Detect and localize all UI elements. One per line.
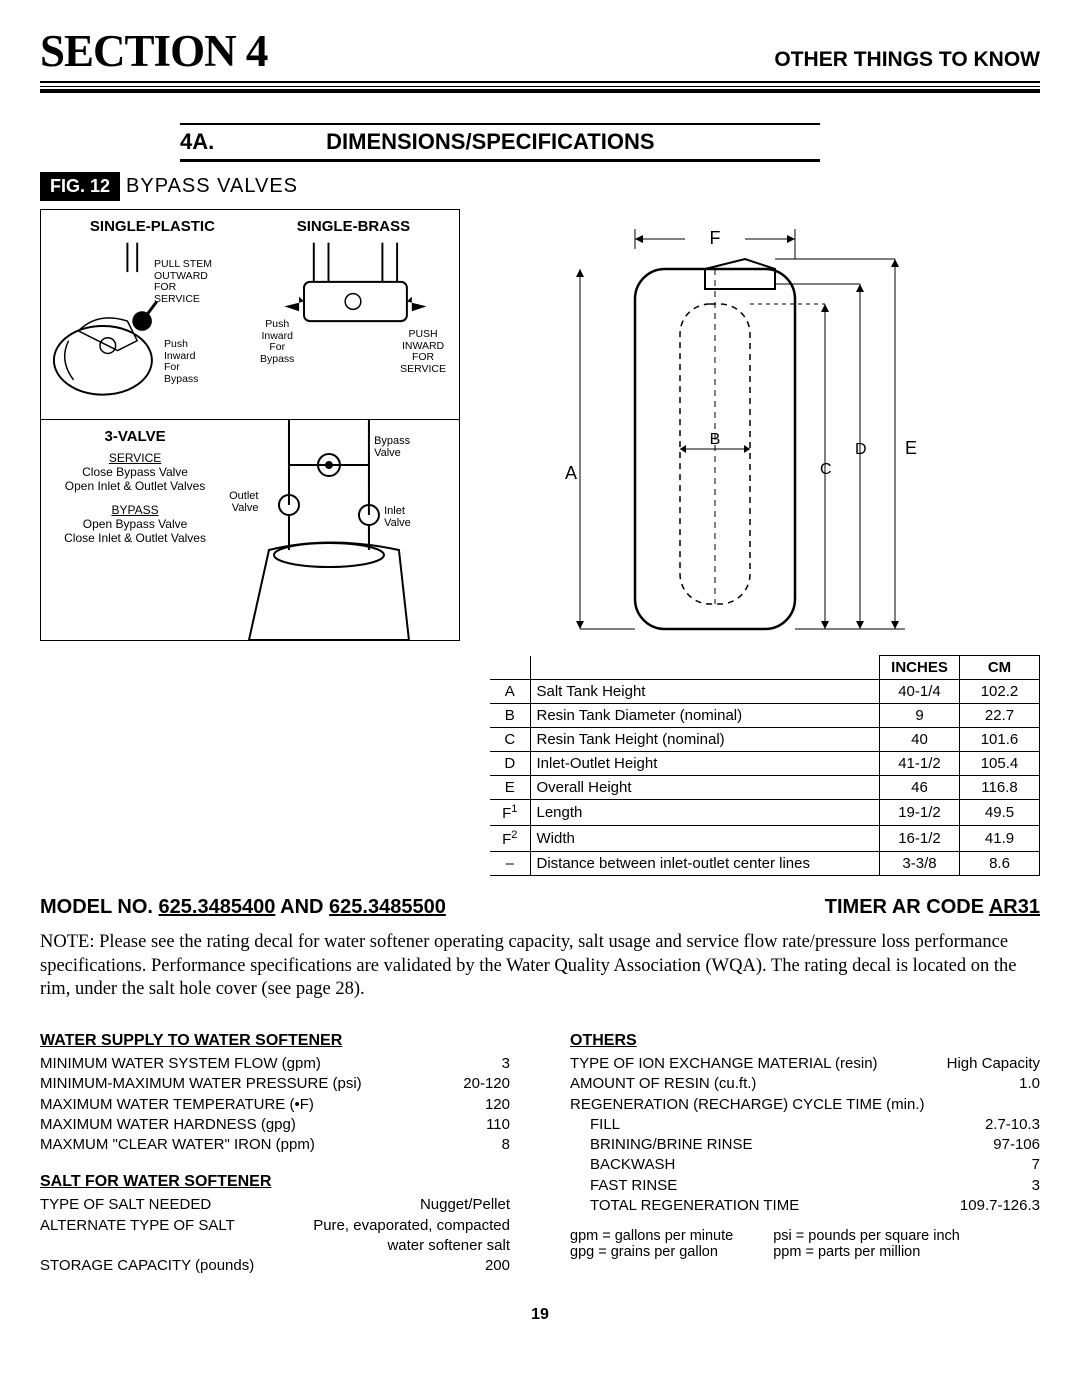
salt-head: SALT FOR WATER SOFTENER <box>40 1173 510 1191</box>
legend-gpg: gpg = grains per gallon <box>570 1244 733 1260</box>
single-plastic-title: SINGLE-PLASTIC <box>90 218 215 235</box>
model-row: MODEL NO. 625.3485400 AND 625.3485500 TI… <box>40 896 1040 919</box>
dimensions-column: F B A <box>490 209 1040 876</box>
single-plastic-diagram: PULL STEM OUTWARD FOR SERVICE Push Inwar… <box>49 241 245 411</box>
spec-row: TYPE OF ION EXCHANGE MATERIAL (resin)Hig… <box>570 1054 1040 1074</box>
figure-label: FIG. 12 <box>40 172 120 201</box>
model-numbers: MODEL NO. 625.3485400 AND 625.3485500 <box>40 896 446 919</box>
specifications: WATER SUPPLY TO WATER SOFTENER MINIMUM W… <box>40 1024 1040 1276</box>
svg-text:D: D <box>855 441 867 458</box>
three-valve-diagram: Bypass Valve Outlet Valve Inlet Valve <box>229 420 459 640</box>
spec-row: AMOUNT OF RESIN (cu.ft.)1.0 <box>570 1074 1040 1094</box>
brass-push-bypass-label: Push Inward For Bypass <box>260 319 294 365</box>
three-valve-title: 3-VALVE <box>49 428 221 445</box>
dim-f-letter: F <box>710 228 721 248</box>
timer-code: TIMER AR CODE AR31 <box>825 896 1040 919</box>
col-cm: CM <box>960 656 1040 680</box>
subsection-title: DIMENSIONS/SPECIFICATIONS <box>326 129 654 154</box>
pull-stem-label: PULL STEM OUTWARD FOR SERVICE <box>154 259 212 305</box>
svg-text:E: E <box>905 438 917 458</box>
spec-row: BRINING/BRINE RINSE97-106 <box>570 1135 1040 1155</box>
spec-row: ALTERNATE TYPE OF SALTPure, evaporated, … <box>40 1216 510 1257</box>
water-supply-head: WATER SUPPLY TO WATER SOFTENER <box>40 1032 510 1050</box>
page-header: SECTION 4 OTHER THINGS TO KNOW <box>40 25 1040 83</box>
spec-row: MAXIMUM WATER HARDNESS (gpg)110 <box>40 1115 510 1135</box>
three-valve-box: 3-VALVE SERVICE Close Bypass Valve Open … <box>40 419 460 641</box>
svg-text:A: A <box>565 463 577 483</box>
legend-ppm: ppm = parts per million <box>773 1244 960 1260</box>
section-title: SECTION 4 <box>40 25 267 77</box>
valve-diagrams-column: SINGLE-PLASTIC SINGLE-BRASS PULL <box>40 209 460 876</box>
spec-right-column: OTHERS TYPE OF ION EXCHANGE MATERIAL (re… <box>570 1024 1040 1276</box>
legend-gpm: gpm = gallons per minute <box>570 1228 733 1244</box>
spec-row: BACKWASH7 <box>570 1155 1040 1175</box>
service-label: SERVICE <box>49 451 221 465</box>
spec-row: MINIMUM-MAXIMUM WATER PRESSURE (psi)20-1… <box>40 1074 510 1094</box>
single-brass-title: SINGLE-BRASS <box>297 218 410 235</box>
table-row: EOverall Height46116.8 <box>490 776 1040 800</box>
bypass-label: BYPASS <box>49 503 221 517</box>
figure-caption: BYPASS VALVES <box>126 175 298 198</box>
spec-row: TYPE OF SALT NEEDEDNugget/Pellet <box>40 1195 510 1215</box>
svg-text:B: B <box>710 431 721 448</box>
note-text: NOTE: Please see the rating decal for wa… <box>40 931 1040 1002</box>
tank-dimension-diagram: F B A <box>490 209 1040 649</box>
units-legend: gpm = gallons per minute gpg = grains pe… <box>570 1228 1040 1260</box>
table-row: F2Width16-1/241.9 <box>490 826 1040 852</box>
service-text: Close Bypass Valve Open Inlet & Outlet V… <box>49 465 221 493</box>
push-inward-label: Push Inward For Bypass <box>164 339 198 385</box>
spec-row: MINIMUM WATER SYSTEM FLOW (gpm)3 <box>40 1054 510 1074</box>
spec-row: REGENERATION (RECHARGE) CYCLE TIME (min.… <box>570 1095 1040 1115</box>
dimensions-table: INCHES CM ASalt Tank Height40-1/4102.2BR… <box>490 655 1040 876</box>
table-row: F1Length19-1/249.5 <box>490 800 1040 826</box>
spec-row: TOTAL REGENERATION TIME109.7-126.3 <box>570 1196 1040 1216</box>
svg-text:C: C <box>820 461 832 478</box>
figure-header: FIG. 12 BYPASS VALVES <box>40 172 1040 201</box>
others-head: OTHERS <box>570 1032 1040 1050</box>
bypass-text: Open Bypass Valve Close Inlet & Outlet V… <box>49 517 221 545</box>
header-subtitle: OTHER THINGS TO KNOW <box>774 48 1040 72</box>
brass-push-service-label: PUSH INWARD FOR SERVICE <box>400 329 446 375</box>
outlet-valve-label: Outlet Valve <box>229 490 258 514</box>
header-rule <box>40 86 1040 93</box>
inlet-valve-label: Inlet Valve <box>384 505 411 529</box>
legend-psi: psi = pounds per square inch <box>773 1228 960 1244</box>
spec-left-column: WATER SUPPLY TO WATER SOFTENER MINIMUM W… <box>40 1024 510 1276</box>
page-number: 19 <box>40 1306 1040 1324</box>
subsection-heading: 4A. DIMENSIONS/SPECIFICATIONS <box>180 123 820 162</box>
bypass-valve-label: Bypass Valve <box>374 435 410 459</box>
upper-content: SINGLE-PLASTIC SINGLE-BRASS PULL <box>40 209 1040 876</box>
table-row: BResin Tank Diameter (nominal)922.7 <box>490 704 1040 728</box>
table-row: –Distance between inlet-outlet center li… <box>490 852 1040 876</box>
table-row: DInlet-Outlet Height41-1/2105.4 <box>490 752 1040 776</box>
spec-row: STORAGE CAPACITY (pounds)200 <box>40 1256 510 1276</box>
single-valve-box: SINGLE-PLASTIC SINGLE-BRASS PULL <box>40 209 460 419</box>
spec-row: FAST RINSE3 <box>570 1176 1040 1196</box>
subsection-number: 4A. <box>180 129 320 155</box>
col-inches: INCHES <box>880 656 960 680</box>
spec-row: MAXMUM "CLEAR WATER" IRON (ppm)8 <box>40 1135 510 1155</box>
spec-row: MAXIMUM WATER TEMPERATURE (•F)120 <box>40 1095 510 1115</box>
table-row: CResin Tank Height (nominal)40101.6 <box>490 728 1040 752</box>
spec-row: FILL2.7-10.3 <box>570 1115 1040 1135</box>
single-brass-diagram: Push Inward For Bypass PUSH INWARD FOR S… <box>255 241 451 411</box>
table-row: ASalt Tank Height40-1/4102.2 <box>490 680 1040 704</box>
